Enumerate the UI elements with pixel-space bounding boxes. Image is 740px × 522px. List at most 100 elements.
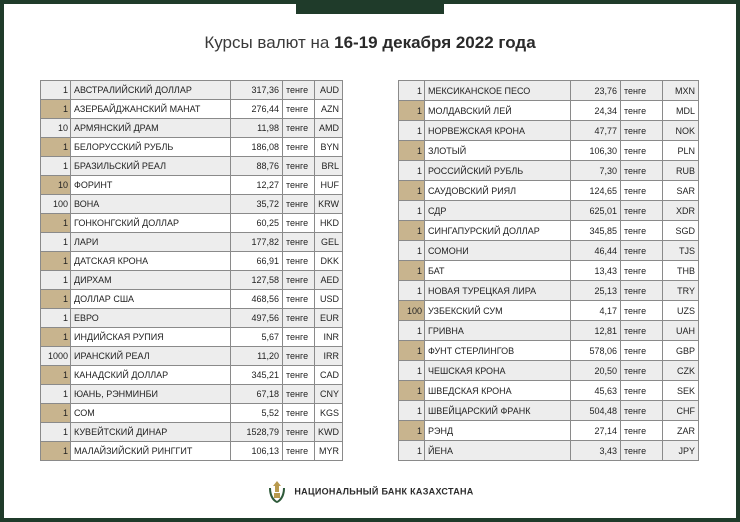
unit-quantity: 10 [40,118,71,138]
currency-name: СДР [424,200,571,221]
rate-row: 1 СИНГАПУРСКИЙ ДОЛЛАР 345,85 тенге SGD [398,220,699,241]
currency-code: TJS [662,240,699,261]
exchange-rate: 127,58 [230,270,283,290]
rate-unit: тенге [620,300,663,321]
exchange-rate: 186,08 [230,137,283,157]
bank-name: НАЦИОНАЛЬНЫЙ БАНК КАЗАХСТАНА [294,486,474,497]
currency-code: MYR [314,441,343,461]
exchange-rate: 66,91 [230,251,283,271]
rate-row: 1 ФУНТ СТЕРЛИНГОВ 578,06 тенге GBP [398,340,699,361]
currency-name: БРАЗИЛЬСКИЙ РЕАЛ [70,156,231,176]
currency-code: SGD [662,220,699,241]
rate-unit: тенге [620,100,663,121]
exchange-rate: 4,17 [570,300,621,321]
rate-unit: тенге [282,346,315,366]
currency-name: СОМ [70,403,231,423]
rate-unit: тенге [282,99,315,119]
currency-code: XDR [662,200,699,221]
currency-name: МАЛАЙЗИЙСКИЙ РИНГГИТ [70,441,231,461]
rate-row: 1 АЗЕРБАЙДЖАНСКИЙ МАНАТ 276,44 тенге AZN [40,99,343,119]
unit-quantity: 1 [40,156,71,176]
rate-unit: тенге [282,308,315,328]
currency-name: АРМЯНСКИЙ ДРАМ [70,118,231,138]
rate-row: 1 НОВАЯ ТУРЕЦКАЯ ЛИРА 25,13 тенге TRY [398,280,699,301]
currency-code: DKK [314,251,343,271]
currency-code: CAD [314,365,343,385]
currency-code: HKD [314,213,343,233]
rate-row: 1 ИНДИЙСКАЯ РУПИЯ 5,67 тенге INR [40,327,343,347]
currency-code: SEK [662,380,699,401]
unit-quantity: 1 [40,384,71,404]
unit-quantity: 1 [40,137,71,157]
exchange-rate: 67,18 [230,384,283,404]
bank-logo [269,481,286,503]
exchange-rate: 124,65 [570,180,621,201]
currency-name: ФОРИНТ [70,175,231,195]
unit-quantity: 1 [40,80,71,100]
title-text: Курсы валют на [204,33,330,52]
currency-code: KWD [314,422,343,442]
exchange-rate: 24,34 [570,100,621,121]
rate-unit: тенге [620,400,663,421]
currency-name: НОВАЯ ТУРЕЦКАЯ ЛИРА [424,280,571,301]
rate-row: 1 ЛАРИ 177,82 тенге GEL [40,232,343,252]
exchange-rate: 276,44 [230,99,283,119]
rate-unit: тенге [282,289,315,309]
unit-quantity: 1 [40,308,71,328]
exchange-rate: 7,30 [570,160,621,181]
rate-unit: тенге [620,220,663,241]
exchange-rate: 60,25 [230,213,283,233]
unit-quantity: 1 [398,100,425,121]
rate-row: 100 ВОНА 35,72 тенге KRW [40,194,343,214]
unit-quantity: 1 [398,220,425,241]
unit-quantity: 1 [40,270,71,290]
rate-row: 1 БРАЗИЛЬСКИЙ РЕАЛ 88,76 тенге BRL [40,156,343,176]
rate-unit: тенге [620,240,663,261]
currency-name: ДАТСКАЯ КРОНА [70,251,231,271]
rate-row: 1 МЕКСИКАНСКОЕ ПЕСО 23,76 тенге MXN [398,80,699,101]
rate-unit: тенге [282,251,315,271]
rate-row: 1 СОМОНИ 46,44 тенге TJS [398,240,699,261]
currency-code: BYN [314,137,343,157]
currency-code: KGS [314,403,343,423]
currency-code: SAR [662,180,699,201]
currency-name: БАТ [424,260,571,281]
currency-name: ЗЛОТЫЙ [424,140,571,161]
unit-quantity: 1 [40,441,71,461]
currency-name: ЕВРО [70,308,231,328]
exchange-rate: 12,81 [570,320,621,341]
title-date: 16-19 декабря 2022 года [334,33,536,52]
currency-name: АЗЕРБАЙДЖАНСКИЙ МАНАТ [70,99,231,119]
rate-row: 1 ГРИВНА 12,81 тенге UAH [398,320,699,341]
currency-code: HUF [314,175,343,195]
currency-code: JPY [662,440,699,461]
exchange-rate: 11,20 [230,346,283,366]
rate-unit: тенге [282,175,315,195]
unit-quantity: 1 [40,289,71,309]
unit-quantity: 1 [40,422,71,442]
currency-name: РЭНД [424,420,571,441]
exchange-rate: 13,43 [570,260,621,281]
rate-unit: тенге [620,120,663,141]
currency-code: ZAR [662,420,699,441]
rate-unit: тенге [282,232,315,252]
currency-name: ДИРХАМ [70,270,231,290]
currency-name: НОРВЕЖСКАЯ КРОНА [424,120,571,141]
exchange-rate: 47,77 [570,120,621,141]
currency-code: AED [314,270,343,290]
currency-code: EUR [314,308,343,328]
currency-code: CNY [314,384,343,404]
currency-code: TRY [662,280,699,301]
exchange-rate: 35,72 [230,194,283,214]
rate-unit: тенге [282,80,315,100]
unit-quantity: 1 [40,232,71,252]
currency-code: RUB [662,160,699,181]
footer: НАЦИОНАЛЬНЫЙ БАНК КАЗАХСТАНА [0,480,740,504]
rate-row: 1 СОМ 5,52 тенге KGS [40,403,343,423]
rate-row: 1 СДР 625,01 тенге XDR [398,200,699,221]
rates-table-left: 1 АВСТРАЛИЙСКИЙ ДОЛЛАР 317,36 тенге AUD 1 АЗЕР… [40,80,343,461]
exchange-rate: 27,14 [570,420,621,441]
currency-code: INR [314,327,343,347]
unit-quantity: 1 [398,440,425,461]
